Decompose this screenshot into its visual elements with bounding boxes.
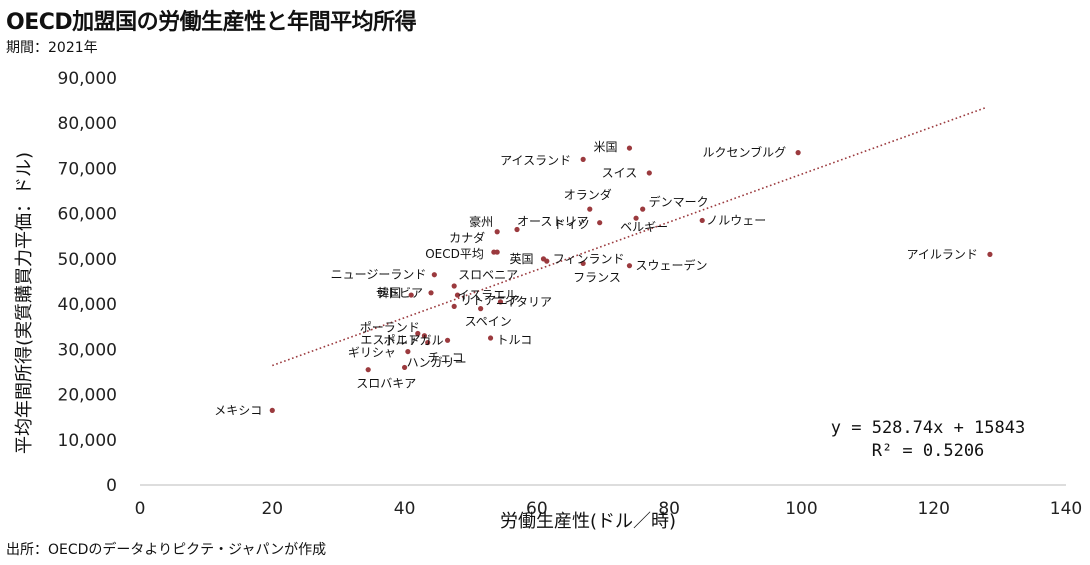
data-point xyxy=(646,170,652,176)
data-point xyxy=(597,220,603,226)
x-tick-label: 40 xyxy=(394,499,416,519)
x-axis-ticks: 0 20 40 60 80 100 120 140 xyxy=(135,499,1083,519)
point-label: ルクセンブルグ xyxy=(702,145,786,160)
data-point xyxy=(626,263,633,269)
point-label: チェコ xyxy=(428,351,464,365)
r-squared: R² = 0.5206 xyxy=(872,441,985,461)
y-tick-label: 70,000 xyxy=(58,159,117,179)
point-label: アイスランド xyxy=(500,153,571,167)
data-point xyxy=(401,364,408,371)
data-point xyxy=(795,150,801,156)
point-label: ラトビア xyxy=(375,286,423,300)
point-label: スロベニア xyxy=(458,268,518,282)
data-point xyxy=(415,330,421,337)
point-label: スペイン xyxy=(465,315,512,329)
data-point xyxy=(405,348,411,355)
x-tick-label: 120 xyxy=(917,499,949,519)
y-tick-label: 20,000 xyxy=(58,386,117,406)
data-point xyxy=(431,272,437,278)
trend-equation: y = 528.74x + 15843 xyxy=(831,418,1025,438)
x-tick-label: 20 xyxy=(261,499,283,519)
point-label: スウェーデン xyxy=(635,258,707,273)
data-point xyxy=(451,303,457,309)
y-tick-label: 50,000 xyxy=(58,250,117,270)
point-label: オランダ xyxy=(564,187,612,202)
x-tick-label: 100 xyxy=(785,499,817,519)
point-label: 韓国 xyxy=(377,286,401,300)
point-label: イスラエル xyxy=(457,288,517,302)
data-point xyxy=(494,229,500,235)
point-label: スイス xyxy=(602,166,638,180)
point-label: リトアニア xyxy=(460,293,520,307)
data-point xyxy=(580,156,586,162)
point-label: ギリシャ xyxy=(348,346,396,360)
data-point xyxy=(478,306,484,312)
point-label: ノルウェー xyxy=(706,213,766,227)
data-point xyxy=(425,339,431,346)
point-label: アイルランド xyxy=(907,247,978,261)
point-label: イタリア xyxy=(504,295,552,309)
point-label: OECD平均 xyxy=(425,247,484,261)
point-label: フィンランド xyxy=(553,252,625,266)
data-point xyxy=(269,407,275,413)
point-label: エストニア xyxy=(360,333,420,347)
source-note: 出所：OECDのデータよりピクテ・ジャパンが作成 xyxy=(6,542,327,558)
y-tick-label: 30,000 xyxy=(58,340,117,360)
data-point xyxy=(444,337,451,343)
x-tick-label: 140 xyxy=(1050,499,1082,519)
point-label: メキシコ xyxy=(214,403,262,417)
data-point xyxy=(421,333,428,339)
data-point xyxy=(544,258,550,264)
y-axis-ticks: 0 10,000 20,000 30,000 40,000 50,000 60,000 70,… xyxy=(58,69,117,496)
x-tick-label: 60 xyxy=(526,499,548,519)
data-point xyxy=(580,260,586,267)
point-label: ドイツ xyxy=(554,218,590,232)
point-label: フランス xyxy=(573,270,621,284)
x-axis-label: 労働生産性(ドル／時) xyxy=(500,511,676,532)
y-tick-label: 80,000 xyxy=(58,114,117,134)
point-label: デンマーク xyxy=(649,194,709,209)
point-label: 英国 xyxy=(509,252,533,266)
data-point xyxy=(365,367,371,373)
point-label: 豪州 xyxy=(469,214,493,229)
x-tick-label: 80 xyxy=(658,499,680,519)
data-point xyxy=(987,251,993,257)
chart-title: OECD加盟国の労働生産性と年間平均所得 xyxy=(6,10,417,35)
y-tick-label: 90,000 xyxy=(58,69,117,89)
point-label: トルコ xyxy=(497,333,533,347)
point-label: ニュージーランド xyxy=(331,268,427,282)
y-tick-label: 0 xyxy=(106,476,117,496)
point-label: ポーランド xyxy=(360,321,420,335)
data-point xyxy=(497,299,504,305)
point-label: ポルトガル xyxy=(384,333,444,347)
data-points xyxy=(269,145,993,413)
data-point xyxy=(408,292,414,298)
point-label: スロバキア xyxy=(356,377,416,391)
data-point xyxy=(587,206,593,212)
data-point xyxy=(491,249,497,255)
data-point xyxy=(640,206,646,212)
data-point xyxy=(454,292,461,298)
y-axis-label: 平均年間所得(実質購買力平価：ドル) xyxy=(14,152,35,454)
data-point xyxy=(451,283,457,289)
y-tick-label: 60,000 xyxy=(58,205,117,225)
data-point xyxy=(633,215,639,221)
trend-line xyxy=(272,106,987,367)
point-label: ハンガリー xyxy=(407,355,467,369)
y-tick-label: 10,000 xyxy=(58,431,117,451)
data-point xyxy=(514,226,520,233)
point-label: オーストリア xyxy=(517,214,588,228)
point-label: 米国 xyxy=(593,140,617,154)
x-tick-label: 0 xyxy=(135,499,146,519)
data-point xyxy=(626,145,633,151)
y-tick-label: 40,000 xyxy=(58,295,117,315)
point-label: カナダ xyxy=(449,230,485,245)
data-point xyxy=(428,290,434,296)
chart-subtitle: 期間：2021年 xyxy=(6,40,98,56)
data-point xyxy=(487,335,494,341)
point-label: ベルギー xyxy=(620,220,668,234)
data-point xyxy=(699,217,705,224)
